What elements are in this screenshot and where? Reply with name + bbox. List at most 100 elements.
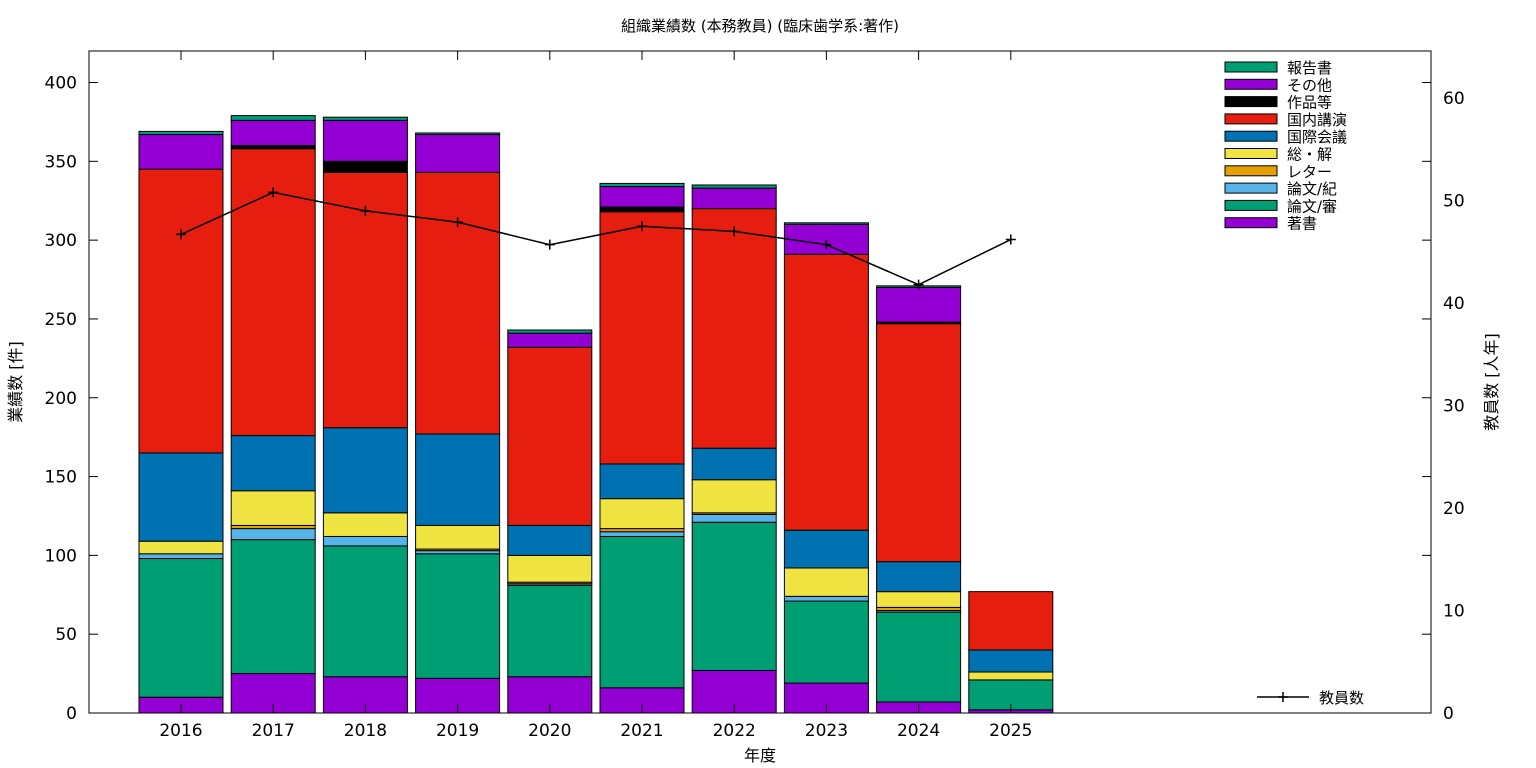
bar-segment-2018-8 [322, 160, 408, 173]
bar-segment-2023-6 [783, 529, 869, 569]
bar-segment-2018-2 [322, 545, 408, 678]
x-tick-label: 2025 [989, 721, 1032, 741]
bar-segment-2017-10 [230, 115, 316, 121]
legend-line-marker [1278, 692, 1288, 702]
bar-segment-2022-6 [691, 447, 777, 481]
bar-segment-2024-9 [876, 286, 962, 323]
bar-segment-2021-2 [599, 535, 685, 689]
x-tick-label: 2022 [713, 721, 756, 741]
y2-tick-label: 40 [1443, 294, 1465, 314]
x-tick-label: 2018 [344, 721, 387, 741]
legend-label: 作品等 [1287, 94, 1332, 112]
y-axis: 0 50 100 150 200 250 300 350 400 [45, 74, 1431, 724]
legend-label: 報告書 [1287, 59, 1332, 77]
bar-segment-2018-6 [322, 427, 408, 514]
y-tick-label: 350 [45, 152, 77, 172]
x-tick-label: 2020 [528, 721, 571, 741]
bar-segment-2021-10 [599, 182, 685, 188]
bar-segment-2019-9 [415, 134, 501, 173]
bar-segment-2021-7 [599, 211, 685, 465]
bars [138, 115, 1054, 714]
bar-segment-2019-7 [415, 171, 501, 435]
bar-segment-2020-7 [507, 346, 593, 526]
y2-axis: 0 10 20 30 40 50 60 [1443, 89, 1465, 724]
y2-tick-label: 60 [1443, 89, 1465, 109]
bar-segment-2023-5 [783, 567, 869, 597]
legend-label: 国内講演 [1287, 111, 1347, 129]
bar-segment-2018-5 [322, 512, 408, 537]
legend-swatch [1224, 78, 1278, 90]
line-point-2017 [268, 187, 279, 198]
y-tick-label: 400 [45, 74, 77, 94]
y-tick-label: 250 [45, 310, 77, 330]
line-point-2023 [821, 239, 832, 250]
bar-segment-2021-9 [599, 186, 685, 208]
line-layer [176, 187, 1016, 290]
x-axis-label: 年度 [744, 746, 776, 765]
bar-segment-2017-3 [230, 528, 316, 541]
line-point-2021 [637, 221, 647, 232]
legend-label: レター [1287, 163, 1332, 181]
x-tick-label: 2024 [897, 721, 940, 741]
bar-segment-2020-2 [507, 584, 593, 678]
y-tick-label: 50 [55, 625, 77, 645]
x-tick-label: 2023 [805, 721, 848, 741]
bar-segment-2023-10 [783, 222, 869, 225]
legend-label: 総・解 [1287, 146, 1332, 164]
bar-segment-2021-6 [599, 463, 685, 500]
bar-segment-2021-5 [599, 498, 685, 530]
bar-segment-2017-6 [230, 435, 316, 492]
bar-segment-2025-6 [968, 649, 1054, 673]
bar-segment-2016-7 [138, 168, 224, 454]
bar-segment-2021-3 [599, 531, 685, 537]
bar-segment-2023-9 [783, 223, 869, 255]
legend-swatch [1224, 96, 1278, 108]
legend-swatch [1224, 61, 1278, 73]
line-point-2025 [1005, 234, 1016, 245]
bar-segment-2019-2 [415, 553, 501, 679]
bar-segment-2019-6 [415, 433, 501, 526]
line-series-teachers [180, 191, 1012, 286]
y-tick-label: 300 [45, 231, 77, 251]
y-tick-label: 0 [66, 704, 77, 724]
line-point-2016 [176, 229, 186, 240]
line-point-2024 [913, 279, 924, 290]
bar-segment-2025-5 [968, 671, 1054, 681]
legend-swatch [1224, 148, 1278, 159]
legend-label: 著書 [1287, 215, 1317, 233]
line-legend: 教員数 [1257, 689, 1364, 707]
bar-segment-2016-9 [138, 134, 224, 170]
bar-segment-2018-9 [322, 119, 408, 162]
bar-segment-2020-6 [507, 524, 593, 556]
bar-segment-2017-9 [230, 119, 316, 147]
line-point-2020 [544, 239, 555, 250]
legend-label: その他 [1287, 76, 1332, 94]
bar-segment-2018-10 [322, 116, 408, 121]
x-tick-label: 2019 [436, 721, 479, 741]
bar-segment-2016-2 [138, 558, 224, 698]
y-tick-label: 100 [45, 546, 77, 566]
legend-swatch [1224, 182, 1278, 194]
plot-frame [88, 50, 1432, 714]
y-tick-label: 150 [45, 468, 77, 488]
bar-segment-2023-7 [783, 253, 869, 531]
y2-axis-label: 教員数 [人年] [1482, 333, 1501, 431]
bar-segment-2022-10 [691, 184, 777, 189]
legend-swatch [1224, 113, 1278, 125]
legend-swatch [1224, 130, 1278, 142]
bar-segment-2024-2 [876, 611, 962, 703]
legend-swatch [1224, 165, 1278, 177]
legend-line-label: 教員数 [1319, 689, 1364, 707]
line-point-2019 [452, 217, 463, 228]
y2-tick-label: 50 [1443, 192, 1465, 212]
legend-label: 国際会議 [1287, 128, 1347, 146]
bar-segment-2016-6 [138, 452, 224, 542]
bar-segment-2020-10 [507, 329, 593, 334]
bar-segment-2022-3 [691, 513, 777, 523]
bar-segment-2024-5 [876, 591, 962, 608]
y2-tick-label: 0 [1443, 704, 1454, 724]
y2-tick-label: 10 [1443, 602, 1465, 622]
line-point-2018 [360, 205, 371, 216]
